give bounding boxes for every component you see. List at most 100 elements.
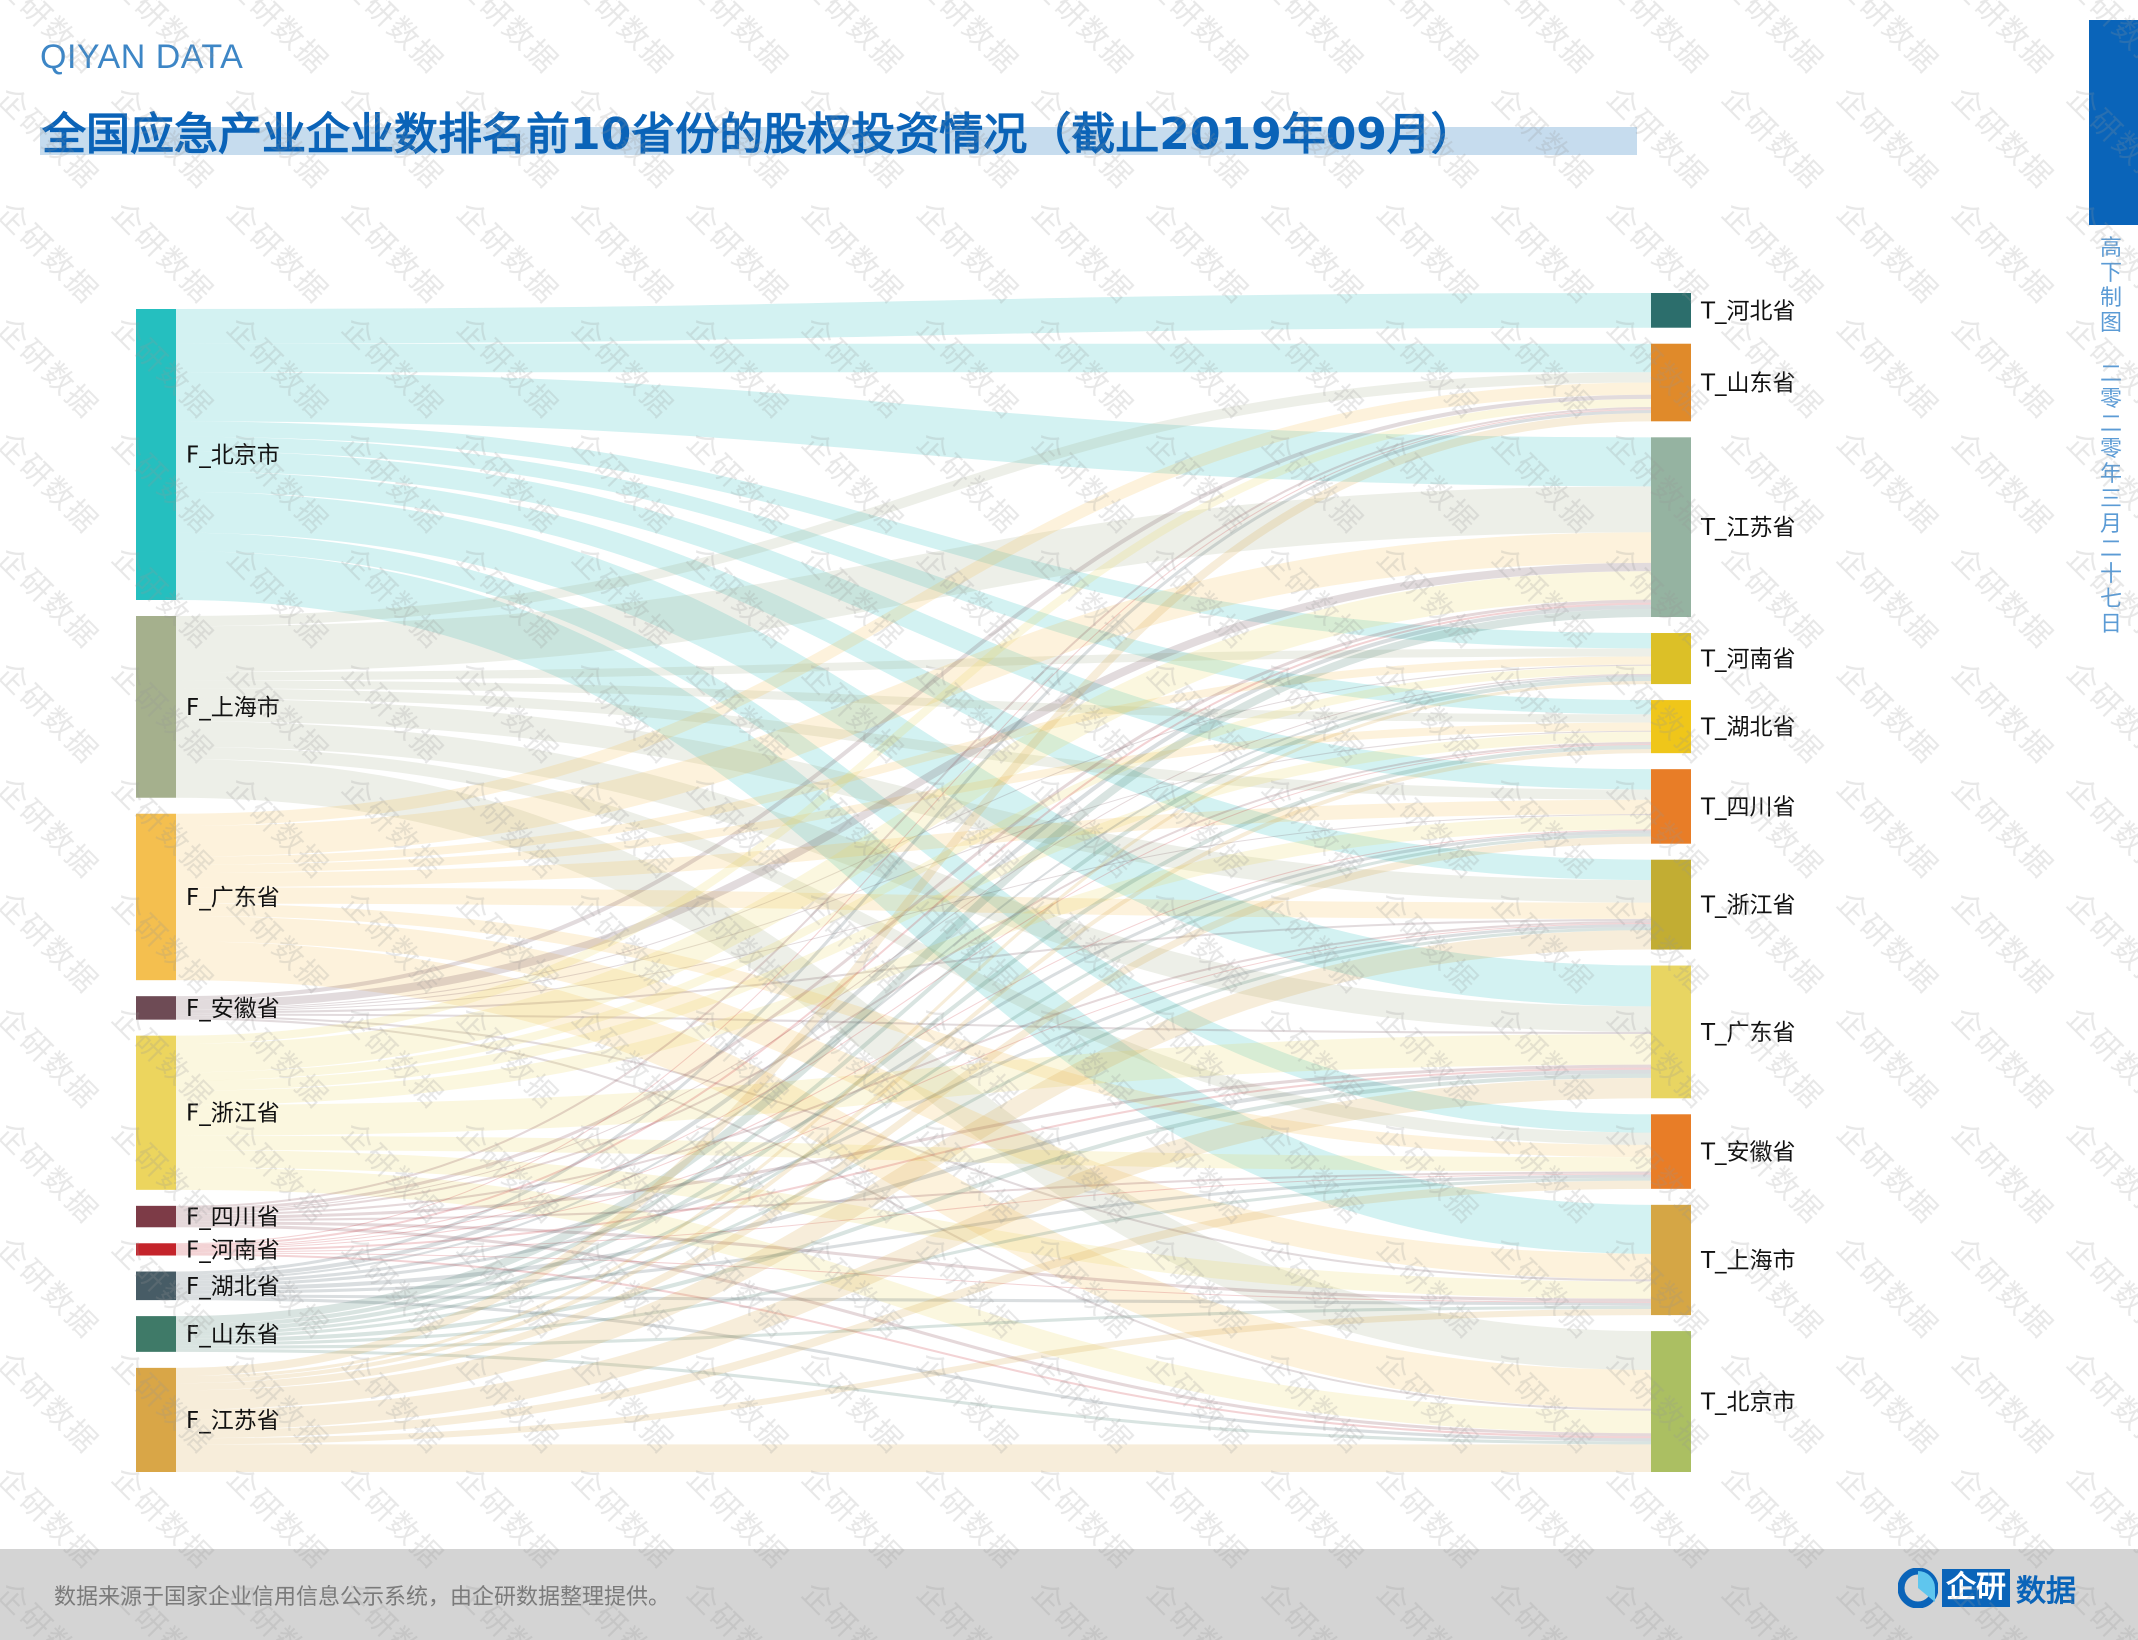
target-node[interactable] bbox=[1651, 1331, 1691, 1472]
source-node-label: F_北京市 bbox=[186, 442, 280, 468]
sankey-link bbox=[175, 721, 1652, 1032]
logo-mark-icon bbox=[1897, 1567, 1939, 1609]
target-node-label: T_河南省 bbox=[1700, 647, 1796, 673]
sankey-link bbox=[175, 1308, 1652, 1445]
sankey-link bbox=[175, 436, 1652, 715]
sankey-link bbox=[175, 372, 1652, 487]
target-node[interactable] bbox=[1651, 293, 1691, 328]
sankey-link bbox=[175, 656, 1652, 865]
sankey-link bbox=[175, 829, 1652, 1249]
date-label: 二零二零年三月二十七日 bbox=[2099, 362, 2122, 637]
sankey-link bbox=[175, 924, 1652, 1287]
source-node[interactable] bbox=[136, 1243, 176, 1256]
sankey-link bbox=[175, 1171, 1652, 1222]
source-node[interactable] bbox=[136, 1035, 176, 1190]
sankey-link bbox=[175, 920, 1652, 1217]
source-node-label: F_山东省 bbox=[186, 1322, 280, 1348]
footer: 数据来源于国家企业信用信息公示系统，由企研数据整理提供。 bbox=[0, 1549, 2138, 1640]
source-node[interactable] bbox=[136, 1367, 176, 1472]
sankey-link bbox=[175, 814, 1652, 1012]
sankey-link bbox=[175, 604, 1652, 1279]
logo-box-text: 企研 bbox=[1942, 1569, 2010, 1607]
author-label: 高下制图 bbox=[2099, 236, 2122, 336]
side-accent-bar bbox=[2089, 20, 2138, 225]
target-node-label: T_四川省 bbox=[1700, 794, 1796, 820]
target-node-label: T_安徽省 bbox=[1700, 1140, 1796, 1166]
source-node-label: F_广东省 bbox=[186, 885, 280, 911]
target-node[interactable] bbox=[1651, 633, 1691, 685]
source-node[interactable] bbox=[136, 615, 176, 798]
sankey-link bbox=[175, 1015, 1652, 1282]
sankey-link bbox=[175, 1073, 1652, 1343]
sankey-link bbox=[175, 407, 1652, 1208]
target-node-label: T_江苏省 bbox=[1700, 515, 1796, 541]
sankey-link bbox=[175, 676, 1652, 1329]
sankey-link bbox=[175, 491, 1652, 1007]
sankey-link bbox=[175, 410, 1652, 1275]
source-node-label: F_江苏省 bbox=[186, 1408, 280, 1434]
sankey-link bbox=[175, 749, 1652, 1384]
target-node[interactable] bbox=[1651, 859, 1691, 950]
sankey-link bbox=[175, 903, 1652, 1158]
sankey-link bbox=[175, 1013, 1652, 1034]
sankey-link bbox=[175, 674, 1652, 1281]
sankey-link bbox=[175, 1221, 1652, 1302]
source-node[interactable] bbox=[136, 1316, 176, 1352]
source-node[interactable] bbox=[136, 996, 176, 1020]
sankey-link bbox=[175, 915, 1652, 1280]
sankey-link bbox=[175, 394, 1652, 1001]
sankey-link bbox=[175, 1135, 1652, 1172]
sankey-link bbox=[175, 602, 1652, 1247]
source-node-label: F_湖北省 bbox=[186, 1274, 280, 1300]
target-node[interactable] bbox=[1651, 1204, 1691, 1316]
target-node[interactable] bbox=[1651, 1114, 1691, 1189]
sankey-link bbox=[175, 1297, 1652, 1442]
sankey-link bbox=[175, 698, 1652, 903]
title-highlight-bar bbox=[40, 127, 1637, 155]
source-node[interactable] bbox=[136, 309, 176, 600]
target-node[interactable] bbox=[1651, 437, 1691, 618]
target-node[interactable] bbox=[1651, 343, 1691, 422]
target-node-label: T_河北省 bbox=[1700, 298, 1796, 324]
sankey-link bbox=[175, 1224, 1652, 1437]
sankey-link bbox=[175, 836, 1652, 1391]
sankey-link bbox=[175, 486, 1652, 673]
sankey-link bbox=[175, 1177, 1652, 1346]
sankey-link bbox=[175, 1017, 1652, 1411]
source-node-label: F_四川省 bbox=[186, 1205, 280, 1231]
sankey-link bbox=[175, 1348, 1652, 1445]
sankey-link bbox=[175, 1069, 1652, 1291]
target-node-label: T_浙江省 bbox=[1700, 893, 1796, 919]
sankey-link bbox=[175, 1180, 1652, 1439]
source-node[interactable] bbox=[136, 813, 176, 981]
sankey-link bbox=[175, 731, 1652, 1091]
target-node[interactable] bbox=[1651, 965, 1691, 1099]
source-node-label: F_上海市 bbox=[186, 695, 280, 721]
sankey-link bbox=[175, 1067, 1652, 1252]
sankey-link bbox=[175, 450, 1652, 790]
target-node[interactable] bbox=[1651, 700, 1691, 754]
target-node-label: T_湖北省 bbox=[1700, 715, 1796, 741]
target-node[interactable] bbox=[1651, 769, 1691, 844]
sankey-link bbox=[175, 409, 1652, 1245]
source-node[interactable] bbox=[136, 1205, 176, 1228]
sankey-link bbox=[175, 1293, 1652, 1306]
sankey-link bbox=[175, 799, 1652, 888]
sankey-link bbox=[175, 941, 1652, 1409]
sankey-link bbox=[175, 372, 1652, 627]
sankey-link bbox=[175, 1033, 1652, 1136]
source-node-label: F_河南省 bbox=[186, 1237, 280, 1263]
sankey-link bbox=[175, 665, 1652, 1081]
sankey-link bbox=[175, 722, 1652, 873]
sankey-link bbox=[175, 681, 1652, 1380]
sankey-link bbox=[175, 421, 1652, 649]
sankey-link bbox=[175, 673, 1652, 1212]
sankey-link bbox=[175, 664, 1652, 1010]
source-node[interactable] bbox=[136, 1271, 176, 1301]
sankey-link bbox=[175, 562, 1652, 1009]
sankey-link bbox=[175, 741, 1652, 1215]
sankey-link bbox=[175, 648, 1652, 681]
sankey-link bbox=[175, 680, 1652, 723]
page-title: 全国应急产业企业数排名前10省份的股权投资情况（截止2019年09月） bbox=[42, 109, 1475, 160]
